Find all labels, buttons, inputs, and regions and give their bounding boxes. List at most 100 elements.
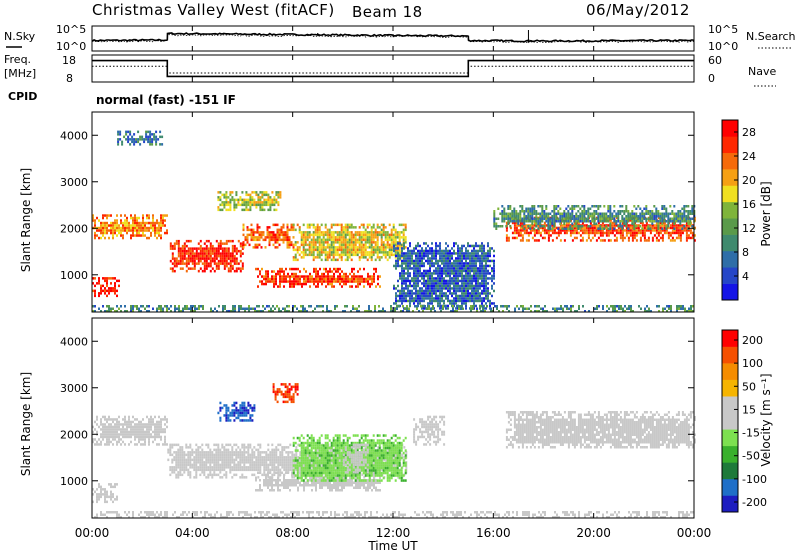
power-colorbar-tick-12: 12 bbox=[742, 222, 756, 235]
power-colorbar-swatch bbox=[722, 136, 738, 154]
velocity-colorbar-tick-50: 50 bbox=[742, 380, 756, 393]
power-colorbar-swatch bbox=[722, 267, 738, 284]
power-colorbar-tick-4: 4 bbox=[742, 270, 749, 283]
velocity-ylabel: Slant Range [km] bbox=[19, 372, 33, 476]
x-tick-6: 00:00 bbox=[677, 526, 712, 540]
power-ytick-2000: 2000 bbox=[60, 222, 88, 235]
velocity-colorbar-tick-200: 200 bbox=[742, 334, 763, 347]
x-tick-3: 12:00 bbox=[376, 526, 411, 540]
velocity-colorbar-swatch bbox=[722, 445, 738, 463]
nsky-tick-top: 10^5 bbox=[56, 23, 86, 36]
velocity-ytick-4000: 4000 bbox=[60, 335, 88, 348]
velocity-colorbar-label: Velocity [m s⁻¹] bbox=[759, 373, 773, 466]
velocity-panel: Slant Range [km] 4000 3000 2000 1000 200 100… bbox=[19, 317, 773, 519]
heatmap-band-9 bbox=[413, 415, 446, 446]
nsearch-tick-top: 10^5 bbox=[708, 23, 738, 36]
power-ytick-3000: 3000 bbox=[60, 176, 88, 189]
nsky-label: N.Sky bbox=[4, 30, 36, 43]
heatmap-band-5 bbox=[342, 443, 369, 474]
nsearch-tick-bottom: 10^0 bbox=[708, 40, 738, 53]
power-colorbar-swatch bbox=[722, 185, 738, 203]
x-tick-4: 16:00 bbox=[476, 526, 511, 540]
power-panel: Slant Range [km] 4000 3000 2000 1000 28 24 20… bbox=[19, 111, 773, 313]
heatmap-band-11 bbox=[92, 305, 694, 313]
heatmap-band-2 bbox=[169, 239, 244, 273]
nsky-tick-bottom: 10^0 bbox=[56, 40, 86, 53]
power-colorbar-swatch bbox=[722, 120, 738, 137]
x-axis-label: Time UT bbox=[367, 539, 418, 553]
heatmap-band-8 bbox=[217, 191, 282, 212]
velocity-colorbar-tick--50: -50 bbox=[742, 450, 760, 463]
heatmap-band-6 bbox=[217, 401, 256, 422]
power-colorbar-swatch bbox=[722, 169, 738, 186]
nave-tick-bottom: 0 bbox=[708, 72, 715, 85]
velocity-colorbar-swatch bbox=[722, 363, 738, 380]
heatmap-band-8 bbox=[505, 411, 696, 449]
freq-unit-label: [MHz] bbox=[4, 67, 36, 80]
heatmap-band-0 bbox=[92, 415, 168, 446]
heatmap-band-10 bbox=[94, 511, 694, 519]
nave-series bbox=[92, 65, 694, 74]
power-colorbar-swatch bbox=[722, 152, 738, 170]
velocity-colorbar-swatch bbox=[722, 429, 738, 447]
velocity-colorbar-tick-100: 100 bbox=[742, 357, 763, 370]
velocity-colorbar-swatch bbox=[722, 495, 738, 513]
power-colorbar-swatch bbox=[722, 201, 738, 219]
power-colorbar-tick-16: 16 bbox=[742, 198, 756, 211]
freq-tick-bottom: 8 bbox=[66, 72, 73, 85]
freq-tick-top: 18 bbox=[62, 54, 76, 67]
velocity-colorbar-tick--15: -15 bbox=[742, 427, 760, 440]
heatmap-band-7 bbox=[272, 383, 299, 404]
power-colorbar-swatch bbox=[722, 218, 738, 235]
velocity-colorbar-swatch bbox=[722, 412, 738, 430]
power-colorbar-tick-24: 24 bbox=[742, 150, 756, 163]
nave-label: Nave bbox=[748, 65, 776, 78]
noise-panel: N.Sky 10^5 10^0 10^5 10^0 N.Search bbox=[4, 23, 796, 53]
velocity-colorbar-swatch bbox=[722, 478, 738, 496]
power-colorbar-swatch bbox=[722, 234, 738, 252]
velocity-colorbar-tick--200: -200 bbox=[742, 496, 767, 509]
cpid-label: CPID bbox=[8, 90, 37, 103]
x-tick-1: 04:00 bbox=[175, 526, 210, 540]
x-tick-5: 20:00 bbox=[576, 526, 611, 540]
velocity-ytick-2000: 2000 bbox=[60, 428, 88, 441]
freq-label: Freq. bbox=[4, 53, 31, 66]
power-ytick-1000: 1000 bbox=[60, 269, 88, 282]
heatmap-band-4 bbox=[255, 267, 381, 288]
velocity-colorbar-swatch bbox=[722, 330, 738, 347]
station-title: Christmas Valley West (fitACF) bbox=[92, 1, 335, 19]
noise-series-nsearch bbox=[91, 34, 695, 44]
power-colorbar-label: Power [dB] bbox=[759, 181, 773, 246]
velocity-ytick-1000: 1000 bbox=[60, 475, 88, 488]
velocity-colorbar-swatch bbox=[722, 396, 738, 414]
velocity-colorbar-tick-15: 15 bbox=[742, 403, 756, 416]
freq-series bbox=[92, 59, 694, 78]
date-title: 06/May/2012 bbox=[586, 1, 690, 19]
nsearch-label: N.Search bbox=[746, 30, 796, 43]
frequency-panel: Freq. [MHz] 18 8 60 0 Nave CPID normal (… bbox=[4, 53, 776, 107]
velocity-ytick-3000: 3000 bbox=[60, 382, 88, 395]
heatmap-band-7 bbox=[493, 205, 696, 230]
power-colorbar-tick-8: 8 bbox=[742, 246, 749, 259]
heatmap-band-1 bbox=[92, 277, 120, 298]
power-ytick-4000: 4000 bbox=[60, 129, 88, 142]
heatmap-band-1 bbox=[92, 483, 118, 504]
power-ylabel: Slant Range [km] bbox=[19, 168, 33, 272]
power-colorbar-swatch bbox=[722, 283, 738, 301]
x-tick-0: 00:00 bbox=[75, 526, 110, 540]
x-tick-2: 08:00 bbox=[275, 526, 310, 540]
nave-tick-top: 60 bbox=[708, 54, 722, 67]
velocity-colorbar-swatch bbox=[722, 346, 738, 364]
mode-text: normal (fast) -151 IF bbox=[96, 93, 236, 107]
velocity-colorbar-swatch bbox=[722, 379, 738, 397]
power-colorbar-swatch bbox=[722, 250, 738, 268]
noise-series-nsky bbox=[91, 32, 695, 43]
power-colorbar-tick-28: 28 bbox=[742, 126, 756, 139]
velocity-colorbar-tick--100: -100 bbox=[742, 473, 767, 486]
heatmap-band-10 bbox=[117, 130, 164, 146]
power-colorbar-tick-20: 20 bbox=[742, 174, 756, 187]
velocity-colorbar-swatch bbox=[722, 462, 738, 480]
heatmap-band-9 bbox=[393, 242, 495, 310]
beam-title: Beam 18 bbox=[352, 3, 423, 21]
